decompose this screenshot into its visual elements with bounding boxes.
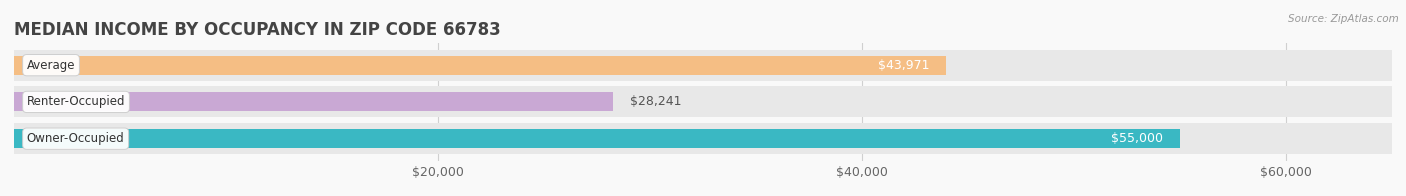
- Bar: [14, 123, 1392, 154]
- Text: MEDIAN INCOME BY OCCUPANCY IN ZIP CODE 66783: MEDIAN INCOME BY OCCUPANCY IN ZIP CODE 6…: [14, 21, 501, 39]
- Text: Average: Average: [27, 59, 76, 72]
- Bar: [14, 56, 946, 75]
- Bar: [14, 92, 613, 112]
- Text: $28,241: $28,241: [630, 95, 681, 108]
- Text: Source: ZipAtlas.com: Source: ZipAtlas.com: [1288, 14, 1399, 24]
- Text: $55,000: $55,000: [1111, 132, 1163, 145]
- Text: Renter-Occupied: Renter-Occupied: [27, 95, 125, 108]
- Bar: [14, 86, 1392, 117]
- Bar: [14, 129, 1180, 148]
- Text: Owner-Occupied: Owner-Occupied: [27, 132, 125, 145]
- Bar: [14, 50, 1392, 81]
- Text: $43,971: $43,971: [877, 59, 929, 72]
